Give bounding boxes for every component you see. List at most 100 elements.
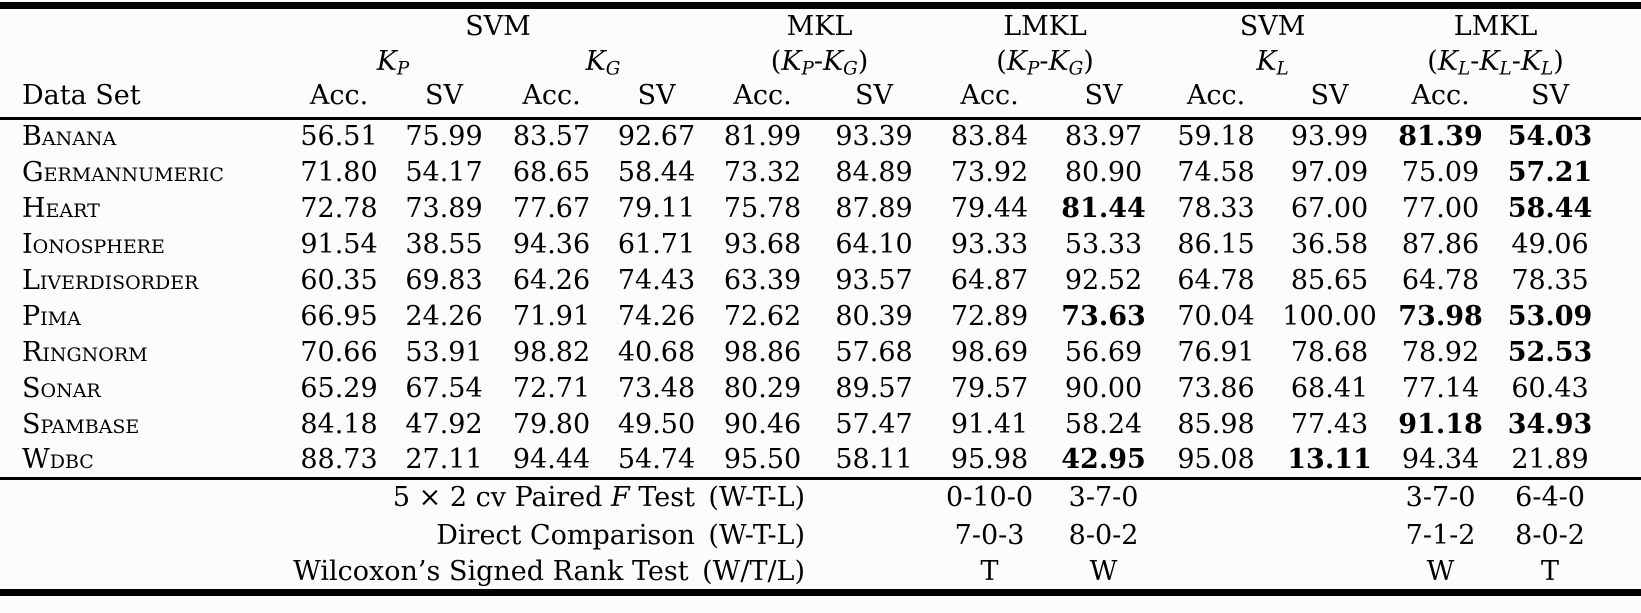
metric-value: 64.78 xyxy=(1177,264,1255,296)
kernel-kl: KL xyxy=(1256,45,1289,80)
metric-value: 72.78 xyxy=(300,192,378,224)
metric-value: 79.44 xyxy=(950,192,1029,224)
metric-value: 91.41 xyxy=(950,408,1029,440)
metric-value: 83.97 xyxy=(1064,121,1143,153)
metric-value: 68.65 xyxy=(512,156,591,188)
metric-value: 57.21 xyxy=(1507,156,1593,188)
footer-row: Wilcoxon’s Signed Rank Test (W/T/L) T W W T xyxy=(0,554,1641,592)
metric-value: 77.43 xyxy=(1290,408,1369,440)
metric-value: 74.58 xyxy=(1177,156,1255,188)
metric-value: 98.69 xyxy=(950,336,1029,368)
metric-value: 75.09 xyxy=(1401,156,1480,188)
metric-value: 98.86 xyxy=(723,336,802,368)
footer-test-label: Direct Comparison (W-T-L) xyxy=(436,519,806,551)
metric-value: 63.39 xyxy=(723,264,802,296)
metric-value: 73.92 xyxy=(950,156,1029,188)
metric-value: 93.57 xyxy=(835,264,913,296)
metric-value: 78.92 xyxy=(1401,336,1480,368)
metric-value: 54.17 xyxy=(405,156,483,188)
metric-value: 73.98 xyxy=(1398,300,1483,332)
metric-value: 73.32 xyxy=(723,156,802,188)
metric-value: 87.89 xyxy=(835,192,913,224)
metric-value: 56.69 xyxy=(1064,336,1143,368)
metric-value: 79.11 xyxy=(617,192,696,224)
metric-value: 85.98 xyxy=(1177,408,1255,440)
table-header: SVM MKL LMKL SVM LMKL KP KG (KP-KG) (KP-… xyxy=(0,6,1641,119)
metric-value: 92.67 xyxy=(617,121,696,153)
col-acc: Acc. xyxy=(522,79,581,111)
method-svm-pg: SVM xyxy=(465,10,531,42)
col-sv: SV xyxy=(425,79,463,111)
method-lmkl-l: LMKL xyxy=(1453,10,1538,42)
method-mkl: MKL xyxy=(786,10,853,42)
metric-value: 56.51 xyxy=(300,121,378,153)
metric-value: 93.39 xyxy=(835,121,913,153)
footer-value xyxy=(1273,478,1386,516)
metric-value: 36.58 xyxy=(1290,228,1369,260)
table-row: Ringnorm 70.66 53.91 98.82 40.68 98.86 57.68 98… xyxy=(0,334,1641,370)
metric-value: 73.89 xyxy=(405,192,483,224)
metric-value: 40.68 xyxy=(617,336,696,368)
kernel-header-row: KP KG (KP-KG) (KP-KG) KL (KL-KL-KL) xyxy=(0,42,1641,80)
metric-value: 80.29 xyxy=(723,372,802,404)
dataset-name: Sonar xyxy=(22,372,101,404)
footer-value xyxy=(1273,516,1386,554)
footer-value: W xyxy=(1089,555,1118,587)
metric-value: 81.44 xyxy=(1061,192,1146,224)
metric-value: 95.08 xyxy=(1177,443,1255,475)
metric-value: 58.44 xyxy=(1507,192,1593,224)
header-spacer xyxy=(0,6,288,42)
method-lmkl-pg: LMKL xyxy=(1003,10,1087,42)
metric-value: 71.91 xyxy=(512,300,591,332)
metric-value: 60.35 xyxy=(300,264,378,296)
dataset-name: Ringnorm xyxy=(22,336,148,368)
footer-row: Direct Comparison (W-T-L) 7-0-3 8-0-2 7-1-2… xyxy=(0,516,1641,554)
metric-value: 77.14 xyxy=(1401,372,1480,404)
metric-value: 91.54 xyxy=(300,228,378,260)
metric-value: 65.29 xyxy=(300,372,378,404)
metric-value: 78.33 xyxy=(1177,192,1255,224)
metric-value: 72.89 xyxy=(950,300,1029,332)
footer-value: 7-0-3 xyxy=(954,519,1025,551)
footer-value xyxy=(817,554,931,592)
dataset-name: Spambase xyxy=(22,408,140,440)
metric-value: 70.66 xyxy=(300,336,378,368)
metric-value: 57.47 xyxy=(835,408,913,440)
table-row: Heart 72.78 73.89 77.67 79.11 75.78 87.89 79.44… xyxy=(0,190,1641,226)
metric-value: 59.18 xyxy=(1177,121,1255,153)
kernel-kg: KG xyxy=(585,45,621,80)
metric-value: 47.92 xyxy=(405,408,483,440)
metric-value: 49.50 xyxy=(617,408,696,440)
metric-value: 52.53 xyxy=(1507,336,1593,368)
metric-value: 68.41 xyxy=(1290,372,1369,404)
metric-value: 75.78 xyxy=(723,192,802,224)
metric-value: 77.67 xyxy=(512,192,591,224)
dataset-name: Pima xyxy=(22,300,81,332)
metric-value: 24.26 xyxy=(405,300,483,332)
col-sv: SV xyxy=(1310,79,1349,111)
metric-value: 72.71 xyxy=(512,372,591,404)
metric-value: 86.15 xyxy=(1177,228,1255,260)
metric-value: 64.26 xyxy=(512,264,591,296)
col-acc: Acc. xyxy=(960,79,1019,111)
metric-value: 84.18 xyxy=(300,408,378,440)
metric-value: 73.86 xyxy=(1177,372,1255,404)
metric-value: 90.46 xyxy=(723,408,802,440)
metric-value: 73.48 xyxy=(617,372,696,404)
table-row: Liverdisorder 60.35 69.83 64.26 74.43 63.39 93… xyxy=(0,262,1641,298)
metric-value: 83.57 xyxy=(512,121,591,153)
kernel-kl-kl-kl: (KL-KL-KL) xyxy=(1427,45,1564,80)
table-row: Banana 56.51 75.99 83.57 92.67 81.99 93.39 83.8… xyxy=(0,118,1641,154)
metric-value: 81.39 xyxy=(1398,121,1483,153)
metric-value: 94.44 xyxy=(512,443,591,475)
footer-value: T xyxy=(1541,555,1560,587)
metric-value: 13.11 xyxy=(1287,443,1372,475)
footer-value: 3-7-0 xyxy=(1068,482,1139,514)
metric-value: 58.11 xyxy=(835,443,913,475)
metric-value: 79.57 xyxy=(950,372,1029,404)
metric-value: 100.00 xyxy=(1282,300,1377,332)
column-header-row: Data Set Acc. SV Acc. SV Acc. SV Acc. SV… xyxy=(0,80,1641,119)
metric-value: 27.11 xyxy=(405,443,483,475)
metric-value: 97.09 xyxy=(1290,156,1369,188)
